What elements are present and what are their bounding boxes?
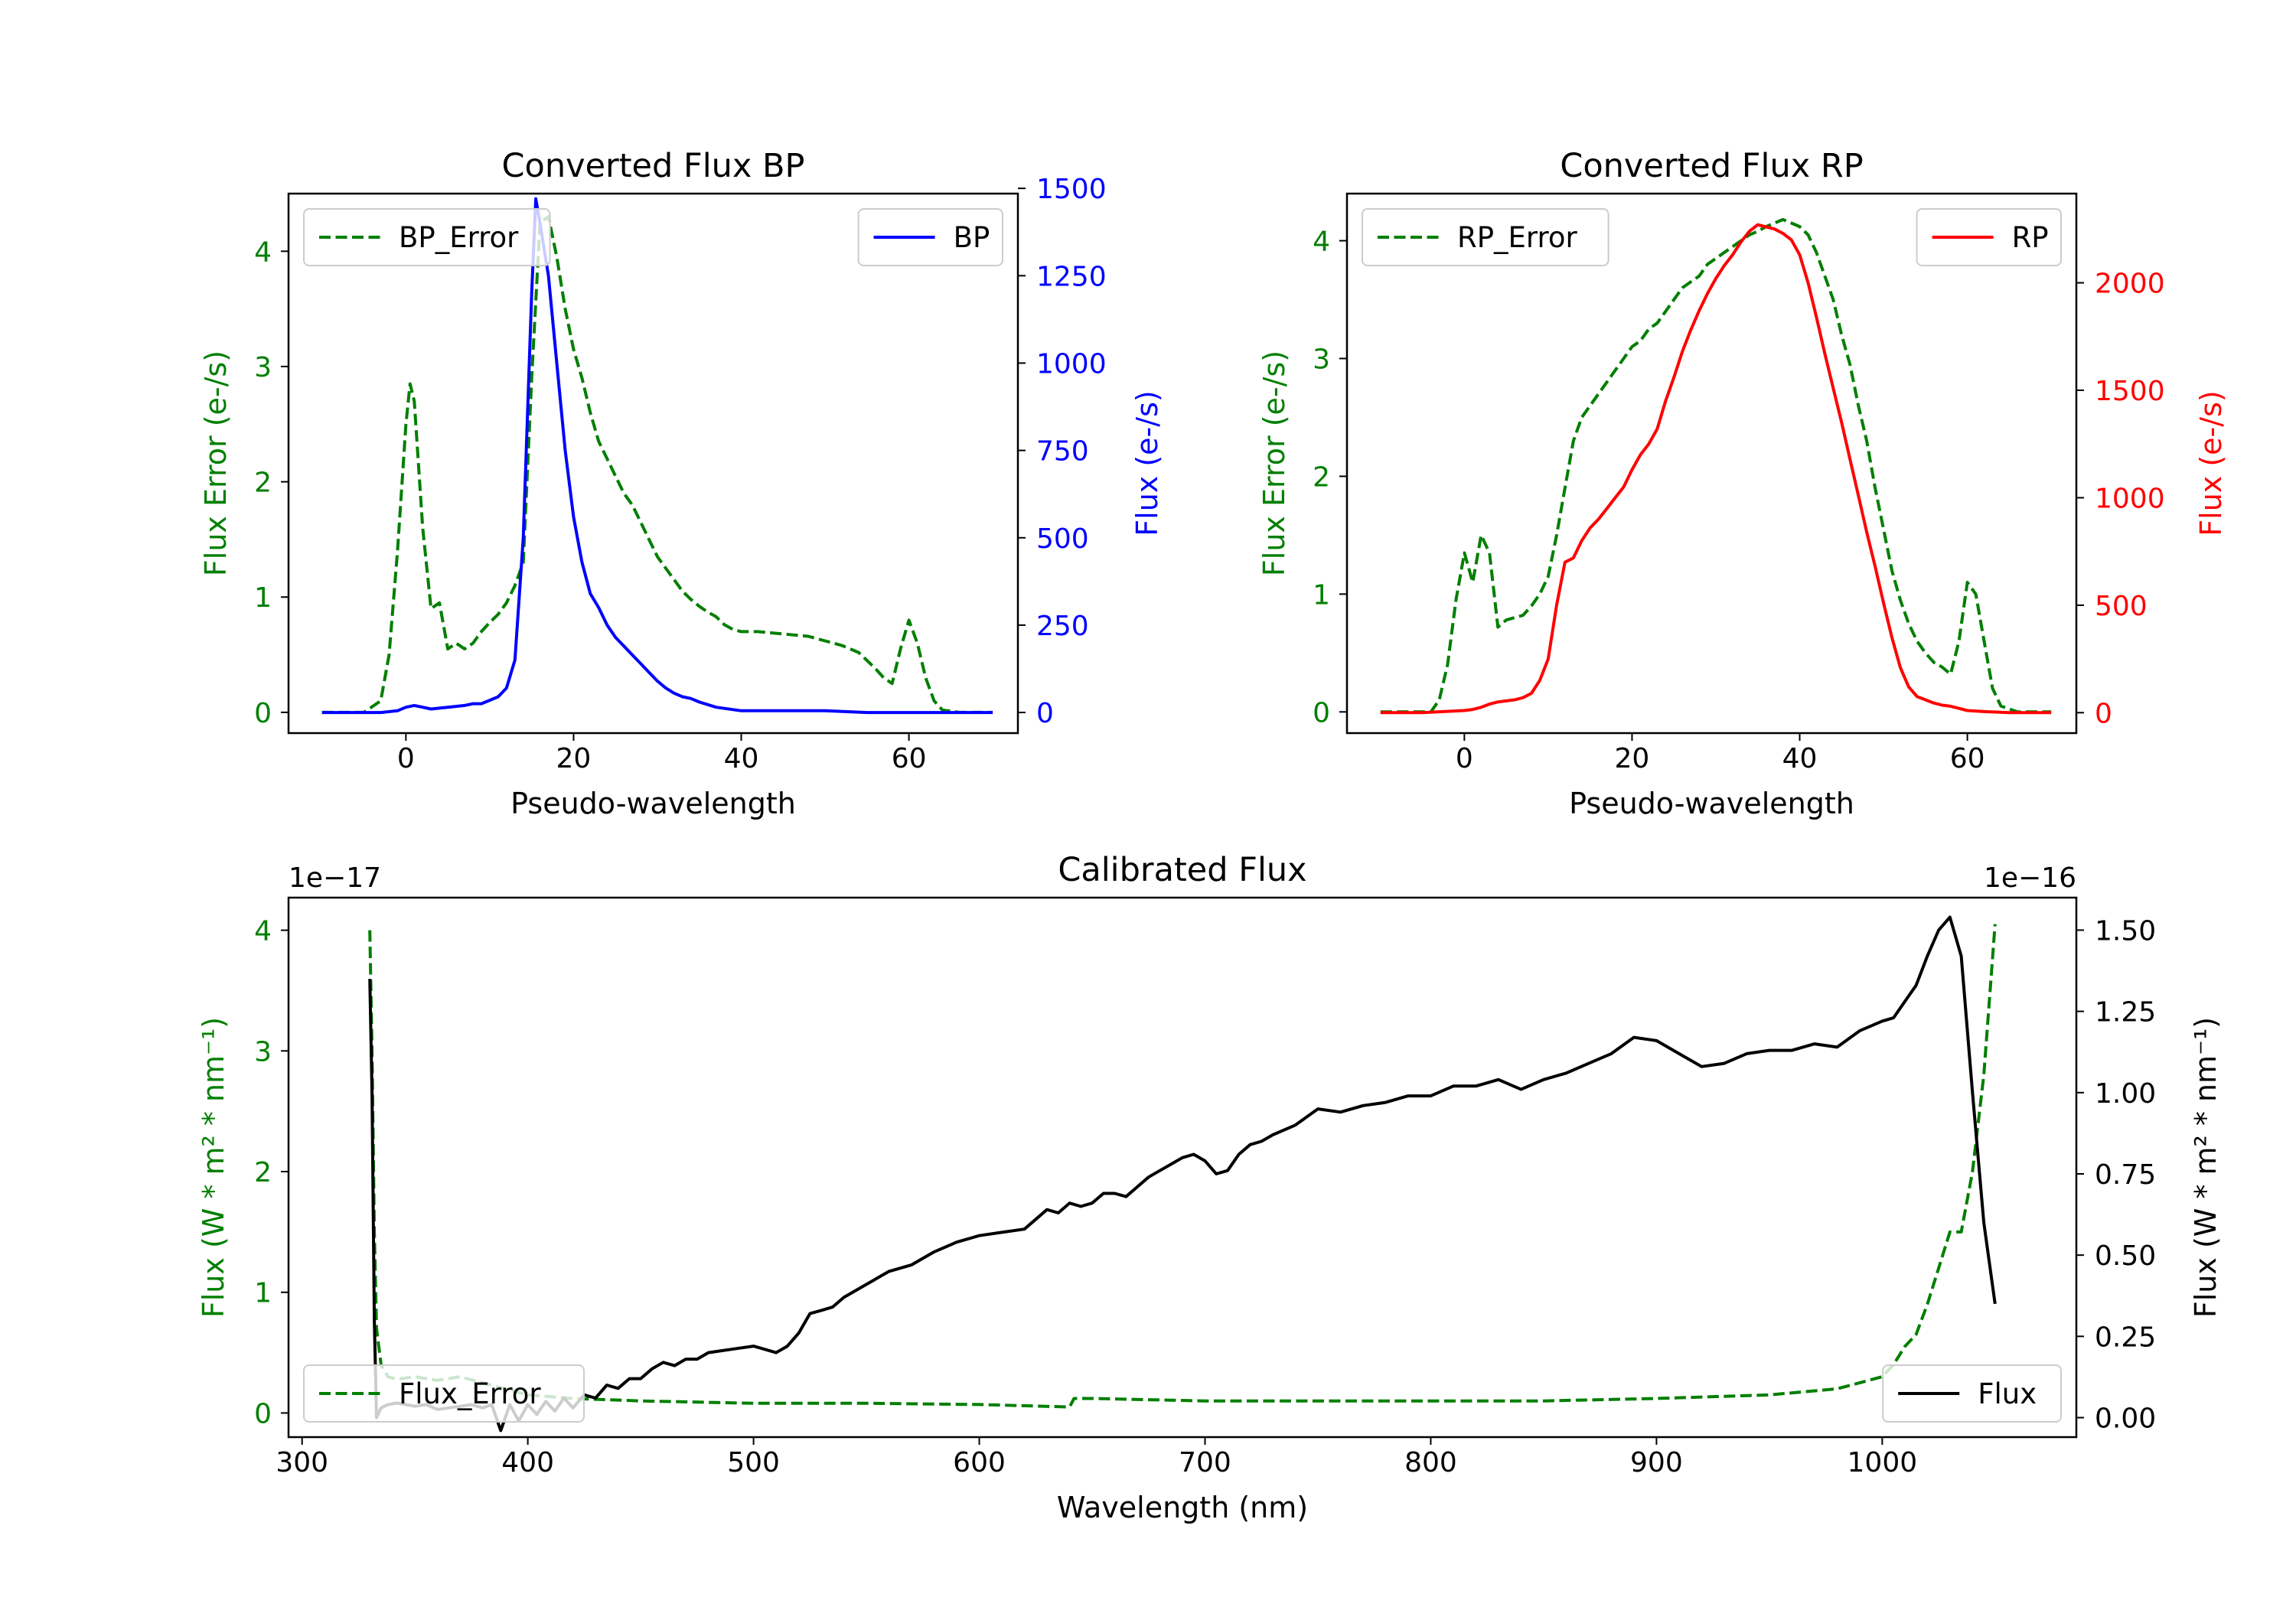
calibrated-title: Calibrated Flux <box>1058 851 1306 889</box>
calibrated-ytick-left-label: 0 <box>254 1398 272 1429</box>
calibrated-ytick-left-label: 1 <box>254 1278 272 1309</box>
rp-title: Converted Flux RP <box>1560 147 1863 185</box>
rp-series-rp <box>1380 223 2052 715</box>
bp-ytick-right-label: 1500 <box>1036 174 1107 205</box>
calibrated-ytick-left-label: 4 <box>254 916 272 947</box>
calibrated-offset-right: 1e−16 <box>1984 862 2076 894</box>
bp-xtick-label: 20 <box>556 743 592 774</box>
rp-xtick-label: 40 <box>1782 743 1818 774</box>
calibrated-ylabel-left: Flux (W * m² * nm⁻¹) <box>197 1017 230 1318</box>
calibrated-series-flux <box>368 915 1997 1433</box>
legend-label: BP <box>954 221 990 254</box>
calibrated-ytick-right-label: 0.25 <box>2095 1322 2156 1353</box>
rp-legend-rp: RP <box>1916 208 2063 266</box>
calibrated-xtick-label: 500 <box>727 1447 780 1478</box>
rp-xtick-label: 20 <box>1615 743 1650 774</box>
rp-ytick-right-label: 1000 <box>2095 483 2165 514</box>
bp-ytick-right-label: 1250 <box>1036 261 1107 292</box>
rp-ylabel-left: Flux Error (e-/s) <box>1257 350 1291 576</box>
legend-label: Flux_Error <box>399 1377 541 1410</box>
rp-xtick-label: 60 <box>1950 743 1985 774</box>
rp-ytick-left-label: 1 <box>1313 579 1330 611</box>
bp-ytick-right-label: 250 <box>1036 611 1089 642</box>
rp-ytick-left-label: 0 <box>1313 697 1330 729</box>
rp-ylabel-right: Flux (e-/s) <box>2194 390 2228 536</box>
calibrated-xtick-label: 600 <box>953 1447 1006 1478</box>
calibrated-xtick-label: 900 <box>1630 1447 1683 1478</box>
rp-ytick-left-label: 4 <box>1313 227 1330 258</box>
rp-ytick-right-label: 1500 <box>2095 376 2165 407</box>
calibrated-plot-area <box>368 915 1997 1433</box>
bp-title: Converted Flux BP <box>502 147 805 185</box>
bp-xtick-label: 0 <box>397 743 415 774</box>
calibrated-xtick-label: 800 <box>1404 1447 1457 1478</box>
calibrated-ytick-right-label: 0.00 <box>2095 1403 2156 1435</box>
bp-xlabel: Pseudo-wavelength <box>510 787 796 820</box>
bp-axes: 0 20 40 60012340250500750100012501500Conver… <box>199 147 1164 820</box>
calibrated-xtick-label: 1000 <box>1848 1447 1918 1478</box>
calibrated-ytick-right-label: 0.50 <box>2095 1240 2156 1272</box>
bp-plot-area <box>321 197 993 715</box>
legend-label: RP_Error <box>1457 221 1577 254</box>
legend-label: BP_Error <box>399 221 519 254</box>
calibrated-ytick-right-label: 1.50 <box>2095 915 2156 947</box>
calibrated-xtick-label: 700 <box>1179 1447 1231 1478</box>
rp-legend-rp-error: RP_Error <box>1362 208 1609 266</box>
bp-ytick-right-label: 500 <box>1036 523 1089 555</box>
bp-frame <box>287 192 1019 735</box>
bp-ytick-left-label: 2 <box>254 468 272 499</box>
rp-ytick-left-label: 3 <box>1313 344 1330 376</box>
bp-series-bp-error <box>321 215 993 714</box>
rp-plot-area <box>1380 217 2052 715</box>
legend-label: RP <box>2012 221 2049 254</box>
calibrated-offset-left: 1e−17 <box>289 862 381 894</box>
rp-ytick-right-label: 2000 <box>2095 269 2165 300</box>
calibrated-legend-flux-error: Flux_Error <box>303 1364 585 1423</box>
bp-xtick-label: 40 <box>724 743 759 774</box>
bp-ytick-right-label: 0 <box>1036 698 1054 729</box>
legend-box <box>1882 1364 2062 1423</box>
calibrated-ytick-left-label: 3 <box>254 1036 272 1068</box>
calibrated-ylabel-right: Flux (W * m² * nm⁻¹) <box>2189 1017 2223 1318</box>
calibrated-axes: 300 400 500 600 700 800 900 1000 0 1 2 3 4 0.00 0.25 0.… <box>197 851 2223 1524</box>
rp-xlabel: Pseudo-wavelength <box>1569 787 1854 820</box>
bp-ytick-right-label: 750 <box>1036 436 1089 468</box>
calibrated-legend-flux: Flux <box>1882 1364 2062 1423</box>
bp-ytick-left-label: 4 <box>254 236 272 268</box>
bp-ytick-left-label: 1 <box>254 582 272 614</box>
bp-ylabel-left: Flux Error (e-/s) <box>199 350 233 576</box>
legend-box <box>303 208 551 266</box>
bp-ytick-left-label: 0 <box>254 698 272 729</box>
bp-legend-bp-error: BP_Error <box>303 208 551 266</box>
legend-label: Flux <box>1978 1377 2037 1410</box>
calibrated-xtick-label: 400 <box>501 1447 554 1478</box>
rp-ytick-right-label: 500 <box>2095 591 2148 622</box>
legend-box <box>303 1364 585 1423</box>
bp-ytick-right-label: 1000 <box>1036 348 1107 380</box>
legend-box <box>1362 208 1609 266</box>
bp-ylabel-right: Flux (e-/s) <box>1130 390 1164 536</box>
rp-ytick-right-label: 0 <box>2095 698 2112 729</box>
calibrated-xlabel: Wavelength (nm) <box>1057 1491 1308 1524</box>
rp-frame <box>1345 192 2078 735</box>
bp-legend-bp: BP <box>857 208 1003 266</box>
calibrated-xtick-label: 300 <box>276 1447 328 1478</box>
calibrated-ytick-right-label: 1.00 <box>2095 1078 2156 1110</box>
bp-xtick-label: 60 <box>892 743 927 774</box>
calibrated-ytick-left-label: 2 <box>254 1157 272 1188</box>
rp-xtick-label: 0 <box>1456 743 1473 774</box>
calibrated-ytick-right-label: 1.25 <box>2095 997 2156 1028</box>
calibrated-ytick-right-label: 0.75 <box>2095 1159 2156 1191</box>
calibrated-series-flux-error <box>368 924 1997 1409</box>
bp-series-bp <box>321 197 993 715</box>
calibrated-frame <box>287 896 2078 1439</box>
bp-ytick-left-label: 3 <box>254 352 272 383</box>
rp-series-rp-error <box>1380 217 2052 714</box>
rp-ytick-left-label: 2 <box>1313 461 1330 493</box>
